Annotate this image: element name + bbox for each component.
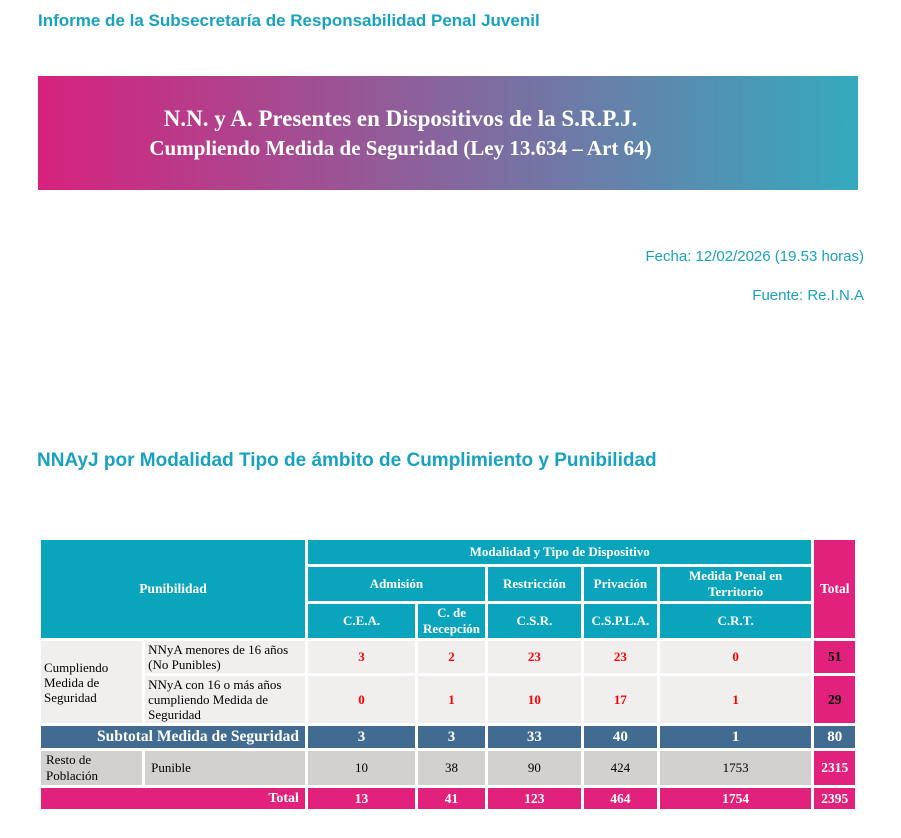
group-restriccion-cell: Restricción xyxy=(487,567,581,601)
table-row: Cumpliendo Medida de Seguridad NNyA meno… xyxy=(41,641,855,723)
report-date: Fecha: 12/02/2026 (19.53 horas) xyxy=(645,248,864,265)
header-row-2: Admisión Restricción Privación Medida Pe… xyxy=(41,567,855,601)
value-cell: 1 xyxy=(418,676,485,723)
grand-total-cell: 2395 xyxy=(814,788,855,809)
value-cell: 23 xyxy=(487,641,581,673)
device-crt-cell: C.R.T. xyxy=(659,604,812,638)
banner-line-1: N.N. y A. Presentes en Dispositivos de l… xyxy=(163,106,638,131)
value-cell: 41 xyxy=(418,788,485,809)
row-total-cell: 29 xyxy=(814,676,855,723)
row-total-cell: 2315 xyxy=(814,751,855,785)
value-cell: 0 xyxy=(659,641,812,673)
row-total-cell: 51 xyxy=(814,641,855,673)
value-cell: 1753 xyxy=(659,751,812,785)
title-banner: N.N. y A. Presentes en Dispositivos de l… xyxy=(38,76,858,190)
group-admision-cell: Admisión xyxy=(307,567,485,601)
device-recepcion-cell: C. de Recepción xyxy=(418,604,485,638)
value-cell: 2 xyxy=(418,641,485,673)
value-cell: 1754 xyxy=(659,788,812,809)
value-cell: 40 xyxy=(583,726,657,748)
row-group-label: Cumpliendo Medida de Seguridad xyxy=(41,641,143,723)
report-source: Fuente: Re.I.N.A xyxy=(752,287,864,304)
report-title: Informe de la Subsecretaría de Responsab… xyxy=(38,11,540,30)
modalidad-header-cell: Modalidad y Tipo de Dispositivo xyxy=(307,540,812,564)
value-cell: 0 xyxy=(307,676,416,723)
value-cell: 3 xyxy=(418,726,485,748)
table-row: NNyA con 16 o más años cumpliendo Medida… xyxy=(41,676,855,723)
row-label: Punible xyxy=(145,751,305,785)
device-cea-cell: C.E.A. xyxy=(307,604,416,638)
header-row-3: C.E.A. C. de Recepción C.S.R. C.S.P.L.A.… xyxy=(41,604,855,638)
banner-line-2: Cumpliendo Medida de Seguridad (Ley 13.6… xyxy=(149,136,652,160)
device-csr-cell: C.S.R. xyxy=(487,604,581,638)
value-cell: 38 xyxy=(418,751,485,785)
value-cell: 90 xyxy=(487,751,581,785)
value-cell: 3 xyxy=(307,726,416,748)
total-label: Total xyxy=(41,788,305,809)
value-cell: 10 xyxy=(487,676,581,723)
value-cell: 3 xyxy=(307,641,416,673)
value-cell: 1 xyxy=(659,726,812,748)
value-cell: 17 xyxy=(583,676,657,723)
value-cell: 424 xyxy=(583,751,657,785)
value-cell: 33 xyxy=(487,726,581,748)
subtotal-row: Subtotal Medida de Seguridad 3 3 33 40 1… xyxy=(41,726,855,748)
data-table: Punibilidad Modalidad y Tipo de Disposit… xyxy=(38,537,858,812)
row-label: NNyA con 16 o más años cumpliendo Medida… xyxy=(145,676,305,723)
group-medida-penal-cell: Medida Penal en Territorio xyxy=(659,567,812,601)
value-cell: 10 xyxy=(307,751,416,785)
value-cell: 123 xyxy=(487,788,581,809)
header-row-1: Punibilidad Modalidad y Tipo de Disposit… xyxy=(41,540,855,638)
subtotal-label: Subtotal Medida de Seguridad xyxy=(41,726,305,748)
total-header-cell: Total xyxy=(814,540,855,638)
value-cell: 13 xyxy=(307,788,416,809)
subtotal-total-cell: 80 xyxy=(814,726,855,748)
total-row: Total 13 41 123 464 1754 2395 xyxy=(41,788,855,809)
value-cell: 23 xyxy=(583,641,657,673)
row-label: NNyA menores de 16 años (No Punibles) xyxy=(145,641,305,673)
section-heading: NNAyJ por Modalidad Tipo de ámbito de Cu… xyxy=(37,450,657,471)
group-privacion-cell: Privación xyxy=(583,567,657,601)
value-cell: 464 xyxy=(583,788,657,809)
table-row: Resto de Población Punible 10 38 90 424 … xyxy=(41,751,855,785)
punibilidad-header-cell: Punibilidad xyxy=(41,540,305,638)
row-group-label: Resto de Población xyxy=(41,751,143,785)
device-cspla-cell: C.S.P.L.A. xyxy=(583,604,657,638)
value-cell: 1 xyxy=(659,676,812,723)
